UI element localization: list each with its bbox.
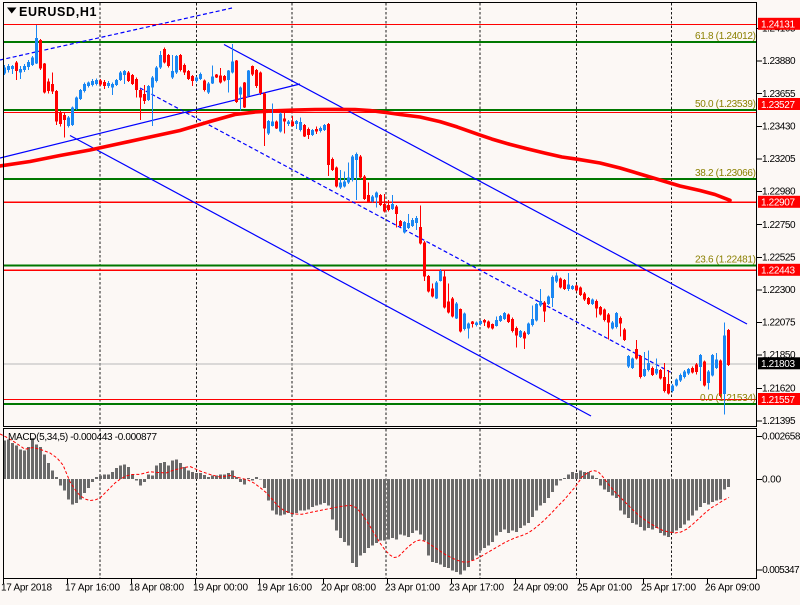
svg-text:1.22300: 1.22300 [762, 285, 796, 296]
svg-text:25 Apr 17:00: 25 Apr 17:00 [641, 583, 696, 594]
svg-text:23 Apr 01:00: 23 Apr 01:00 [385, 583, 440, 594]
svg-text:1.23527: 1.23527 [761, 100, 795, 111]
svg-text:17 Apr 16:00: 17 Apr 16:00 [65, 583, 120, 594]
svg-text:0.00: 0.00 [762, 475, 782, 486]
svg-text:1.21803: 1.21803 [761, 359, 795, 370]
svg-text:38.2 (1.23066): 38.2 (1.23066) [695, 168, 756, 179]
svg-text:1.22075: 1.22075 [762, 318, 796, 329]
svg-text:26 Apr 09:00: 26 Apr 09:00 [705, 583, 760, 594]
svg-text:1.21395: 1.21395 [762, 416, 796, 427]
svg-text:1.23205: 1.23205 [762, 154, 796, 165]
svg-text:1.23880: 1.23880 [762, 56, 796, 67]
svg-text:EURUSD,H1: EURUSD,H1 [19, 5, 97, 19]
svg-text:1.24131: 1.24131 [761, 20, 795, 31]
svg-text:1.22750: 1.22750 [762, 220, 796, 231]
svg-text:19 Apr 16:00: 19 Apr 16:00 [257, 583, 312, 594]
svg-text:1.21620: 1.21620 [762, 384, 796, 395]
svg-text:MACD(5,34,5) -0.000443 -0.0008: MACD(5,34,5) -0.000443 -0.000877 [8, 432, 157, 443]
svg-text:1.23430: 1.23430 [762, 121, 796, 132]
svg-text:1.23655: 1.23655 [762, 89, 796, 100]
svg-text:-0.005347: -0.005347 [760, 565, 800, 576]
svg-text:0.0 (1.21534): 0.0 (1.21534) [700, 393, 756, 404]
svg-text:1.22525: 1.22525 [762, 252, 796, 263]
svg-text:1.22980: 1.22980 [762, 187, 796, 198]
svg-text:1.21850: 1.21850 [762, 350, 796, 361]
svg-text:1.22443: 1.22443 [761, 266, 795, 277]
svg-text:25 Apr 01:00: 25 Apr 01:00 [577, 583, 632, 594]
svg-text:19 Apr 00:00: 19 Apr 00:00 [193, 583, 248, 594]
svg-text:24 Apr 09:00: 24 Apr 09:00 [513, 583, 568, 594]
svg-text:17 Apr 2018: 17 Apr 2018 [1, 583, 52, 594]
svg-text:50.0 (1.23539): 50.0 (1.23539) [695, 99, 756, 110]
svg-text:18 Apr 08:00: 18 Apr 08:00 [129, 583, 184, 594]
svg-text:1.21557: 1.21557 [761, 395, 795, 406]
svg-text:0.002658: 0.002658 [762, 432, 800, 443]
svg-text:23 Apr 17:00: 23 Apr 17:00 [449, 583, 504, 594]
svg-text:20 Apr 08:00: 20 Apr 08:00 [321, 583, 376, 594]
svg-text:23.6 (1.22481): 23.6 (1.22481) [695, 255, 756, 266]
svg-text:1.22907: 1.22907 [761, 198, 795, 209]
svg-text:61.8 (1.24012): 61.8 (1.24012) [695, 31, 756, 42]
